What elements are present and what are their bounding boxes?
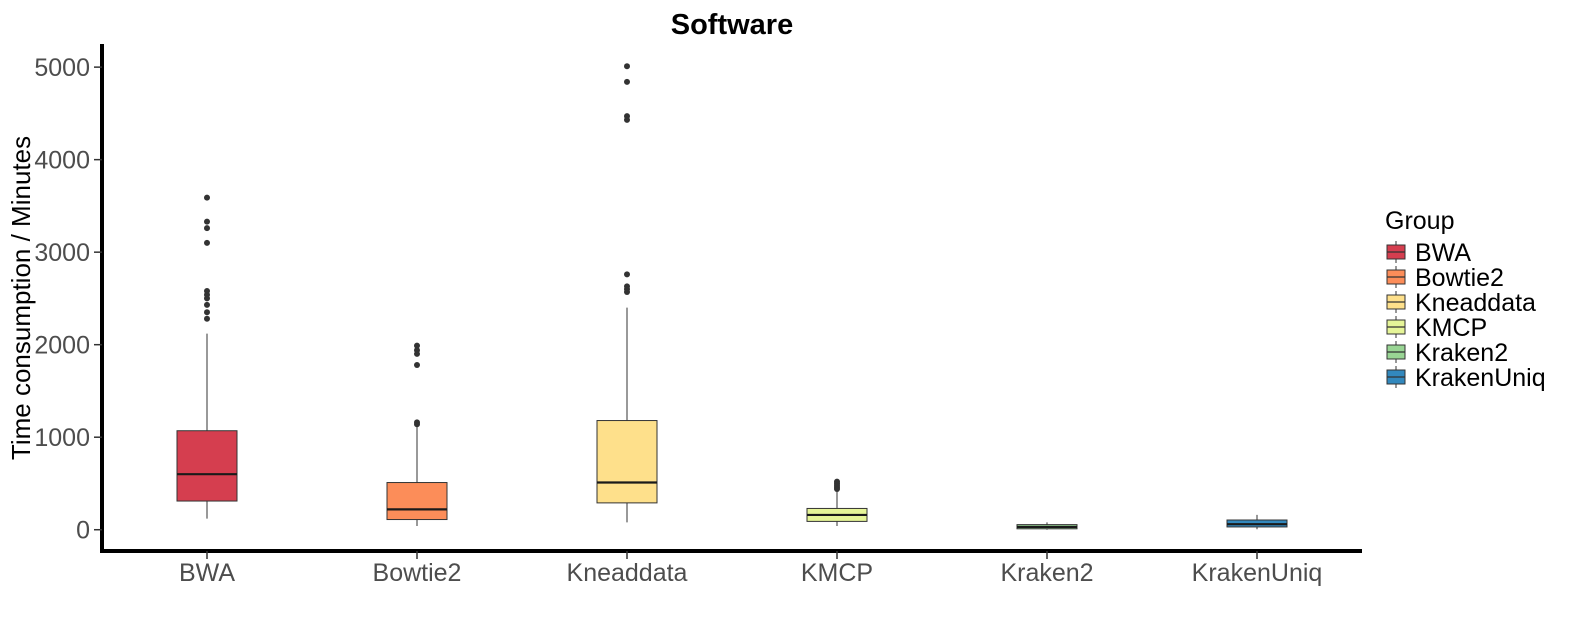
x-tick-label: KrakenUniq xyxy=(1192,559,1323,587)
y-tick-label: 2000 xyxy=(34,332,90,360)
legend-item-krakenuniq: KrakenUniq xyxy=(1386,364,1546,392)
box-krakenuniq xyxy=(1226,514,1288,530)
x-tick-label: Kraken2 xyxy=(1000,559,1093,587)
box-bwa xyxy=(176,194,238,519)
legend-label: Kneaddata xyxy=(1415,289,1536,317)
legend-label: KMCP xyxy=(1415,314,1487,342)
outlier-point xyxy=(414,347,420,354)
legend-item-bowtie2: Bowtie2 xyxy=(1386,264,1504,292)
outlier-point xyxy=(204,309,210,316)
outlier-point xyxy=(414,419,420,426)
outlier-point xyxy=(624,113,630,120)
legend: Group BWABowtie2KneaddataKMCPKraken2Krak… xyxy=(1385,207,1546,392)
outlier-point xyxy=(624,63,630,70)
legend-label: KrakenUniq xyxy=(1415,364,1546,392)
x-tick-label: BWA xyxy=(179,559,235,587)
y-axis-ticks: 0 1000 2000 3000 4000 5000 xyxy=(34,54,102,545)
legend-label: BWA xyxy=(1415,239,1471,267)
box-iqr xyxy=(176,430,238,502)
y-tick-label: 0 xyxy=(76,517,90,545)
legend-item-bwa: BWA xyxy=(1386,239,1471,267)
outlier-point xyxy=(204,288,210,295)
outlier-point xyxy=(204,194,210,201)
legend-label: Kraken2 xyxy=(1415,339,1508,367)
box-bowtie2 xyxy=(386,342,448,527)
legend-item-kmcp: KMCP xyxy=(1386,314,1487,342)
outlier-point xyxy=(204,239,210,246)
x-tick-label: KMCP xyxy=(801,559,873,587)
box-kmcp xyxy=(806,478,868,527)
y-tick-label: 4000 xyxy=(34,147,90,175)
outlier-point xyxy=(204,301,210,308)
legend-item-kraken2: Kraken2 xyxy=(1386,339,1508,367)
outlier-point xyxy=(204,225,210,232)
legend-item-kneaddata: Kneaddata xyxy=(1386,289,1536,317)
chart-title: Software xyxy=(671,9,793,41)
outlier-point xyxy=(624,283,630,290)
outlier-point xyxy=(414,342,420,349)
legend-title: Group xyxy=(1385,207,1454,235)
box-kraken2 xyxy=(1016,522,1078,530)
outlier-point xyxy=(414,362,420,369)
plot-area xyxy=(176,63,1288,530)
x-tick-label: Kneaddata xyxy=(567,559,688,587)
outlier-point xyxy=(204,315,210,322)
y-tick-label: 1000 xyxy=(34,424,90,452)
legend-label: Bowtie2 xyxy=(1415,264,1504,292)
box-kneaddata xyxy=(596,63,658,523)
box-iqr xyxy=(386,482,448,521)
outlier-point xyxy=(624,78,630,85)
y-tick-label: 3000 xyxy=(34,239,90,267)
x-tick-label: Bowtie2 xyxy=(373,559,462,587)
outlier-point xyxy=(624,271,630,278)
outlier-point xyxy=(834,478,840,485)
y-tick-label: 5000 xyxy=(34,54,90,82)
y-axis-label: Time consumption / Minutes xyxy=(6,136,36,460)
x-axis-ticks: BWA Bowtie2 Kneaddata KMCP Kraken2 KrakenUniq xyxy=(179,551,1322,587)
box-iqr xyxy=(596,420,658,504)
outlier-point xyxy=(204,218,210,225)
